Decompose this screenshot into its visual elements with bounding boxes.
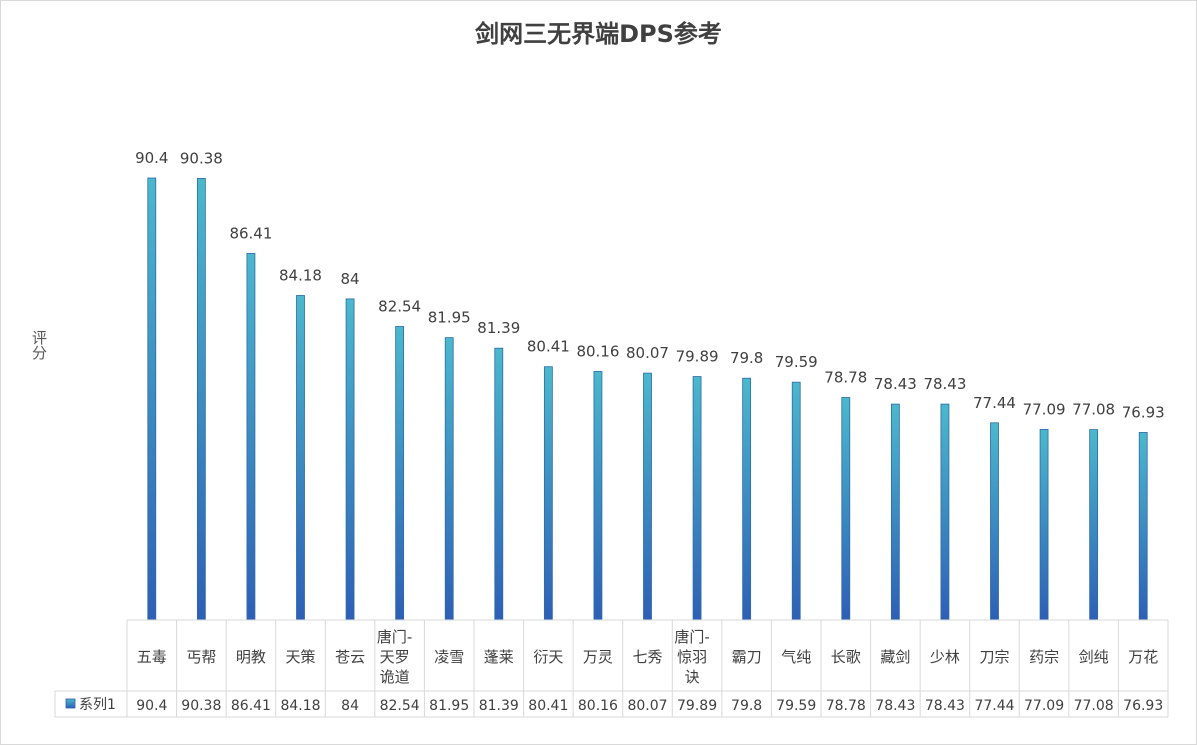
data-label: 77.09 <box>1023 400 1066 418</box>
data-label: 78.78 <box>824 368 867 386</box>
category-label: 唐门-惊羽诀 <box>674 628 709 686</box>
data-label: 79.89 <box>676 348 719 366</box>
data-label: 80.41 <box>527 338 570 356</box>
category-label: 剑纯 <box>1079 648 1109 666</box>
category-label: 衍天 <box>533 648 563 666</box>
bar <box>147 177 157 621</box>
data-label: 82.54 <box>378 297 421 315</box>
table-value: 80.16 <box>578 698 618 714</box>
category-label: 凌雪 <box>434 648 464 666</box>
bar <box>543 366 553 621</box>
category-label: 苍云 <box>335 648 365 666</box>
data-label: 77.08 <box>1072 401 1115 419</box>
table-value: 84.18 <box>280 698 320 714</box>
table-value: 76.93 <box>1123 698 1163 714</box>
table-value: 84 <box>341 698 359 714</box>
bar <box>990 422 999 621</box>
bar <box>890 403 900 621</box>
bar <box>196 177 206 621</box>
category-label: 气纯 <box>781 648 811 666</box>
category-label: 刀宗 <box>979 648 1009 666</box>
data-label: 81.95 <box>428 309 471 327</box>
table-value: 79.59 <box>776 698 816 714</box>
bar <box>246 252 256 621</box>
y-axis-label: 评分 <box>30 330 48 360</box>
bar <box>742 377 752 621</box>
category-label: 万灵 <box>583 648 613 666</box>
bar <box>444 337 454 621</box>
category-label: 七秀 <box>632 648 662 666</box>
category-label: 天策 <box>285 648 315 666</box>
table-value: 90.4 <box>136 698 167 714</box>
chart-title: 剑网三无界端DPS参考 <box>475 20 722 48</box>
data-label: 84 <box>341 270 360 288</box>
category-label: 唐门-天罗诡道 <box>377 628 412 686</box>
category-label: 明教 <box>236 648 266 666</box>
category-label: 少林 <box>930 648 960 666</box>
table-value: 77.08 <box>1074 698 1114 714</box>
table-value: 80.41 <box>528 698 568 714</box>
data-label: 79.59 <box>775 353 818 371</box>
bar <box>296 295 305 621</box>
table-value: 78.43 <box>875 698 915 714</box>
data-label: 76.93 <box>1122 403 1165 421</box>
bar <box>1039 429 1049 621</box>
table-value: 77.44 <box>974 698 1014 714</box>
data-label: 86.41 <box>229 224 272 242</box>
category-label: 藏剑 <box>880 648 910 666</box>
category-label: 药宗 <box>1029 648 1059 666</box>
category-label: 五毒 <box>137 648 167 666</box>
data-label: 90.4 <box>135 149 168 167</box>
data-label: 80.16 <box>576 342 619 360</box>
table-value: 81.39 <box>479 698 519 714</box>
data-label: 77.44 <box>973 394 1016 412</box>
bar <box>841 397 851 621</box>
data-label: 81.39 <box>477 319 520 337</box>
table-value: 79.8 <box>731 698 762 714</box>
category-label: 丐帮 <box>186 648 216 666</box>
bar <box>494 347 504 621</box>
bar <box>593 371 603 621</box>
data-label: 79.8 <box>730 349 763 367</box>
bar <box>791 381 801 621</box>
category-label: 蓬莱 <box>484 648 514 666</box>
data-label: 80.07 <box>626 344 669 362</box>
table-value: 90.38 <box>181 698 221 714</box>
bar <box>940 403 950 621</box>
data-label: 78.43 <box>874 375 917 393</box>
table-value: 77.09 <box>1024 698 1064 714</box>
legend-key <box>65 698 76 709</box>
table-value: 78.43 <box>925 698 965 714</box>
table-value: 82.54 <box>380 698 420 714</box>
bar <box>1138 432 1148 621</box>
category-label: 长歌 <box>831 648 861 666</box>
table-value: 80.07 <box>627 698 667 714</box>
category-label: 霸刀 <box>732 648 762 666</box>
data-label: 78.43 <box>923 375 966 393</box>
category-label: 万花 <box>1128 648 1158 666</box>
bar <box>395 326 405 621</box>
bar <box>345 298 355 621</box>
table-value: 79.89 <box>677 698 717 714</box>
series-name: 系列1 <box>79 697 116 713</box>
data-label: 84.18 <box>279 266 322 284</box>
table-value: 78.78 <box>826 698 866 714</box>
bar <box>692 376 702 621</box>
data-label: 90.38 <box>180 149 223 167</box>
bar <box>1089 429 1099 621</box>
table-value: 81.95 <box>429 698 469 714</box>
table-value: 86.41 <box>231 698 271 714</box>
bar <box>643 372 652 621</box>
